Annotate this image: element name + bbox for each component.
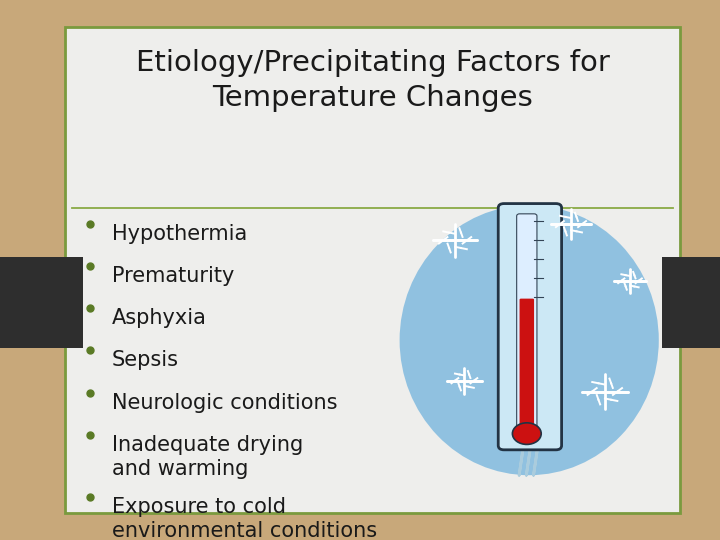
Text: Prematurity: Prematurity — [112, 266, 234, 286]
Circle shape — [513, 423, 541, 444]
Text: Hypothermia: Hypothermia — [112, 224, 247, 244]
FancyBboxPatch shape — [517, 214, 537, 434]
FancyBboxPatch shape — [520, 299, 534, 430]
FancyBboxPatch shape — [662, 256, 720, 348]
Text: Asphyxia: Asphyxia — [112, 308, 207, 328]
Text: Exposure to cold
environmental conditions: Exposure to cold environmental condition… — [112, 497, 377, 540]
FancyBboxPatch shape — [498, 204, 562, 450]
Text: Etiology/Precipitating Factors for
Temperature Changes: Etiology/Precipitating Factors for Tempe… — [135, 49, 610, 112]
Text: Sepsis: Sepsis — [112, 350, 179, 370]
Text: Inadequate drying
and warming: Inadequate drying and warming — [112, 435, 303, 478]
FancyBboxPatch shape — [0, 256, 83, 348]
Ellipse shape — [400, 205, 659, 475]
FancyBboxPatch shape — [65, 27, 680, 513]
Text: Neurologic conditions: Neurologic conditions — [112, 393, 337, 413]
